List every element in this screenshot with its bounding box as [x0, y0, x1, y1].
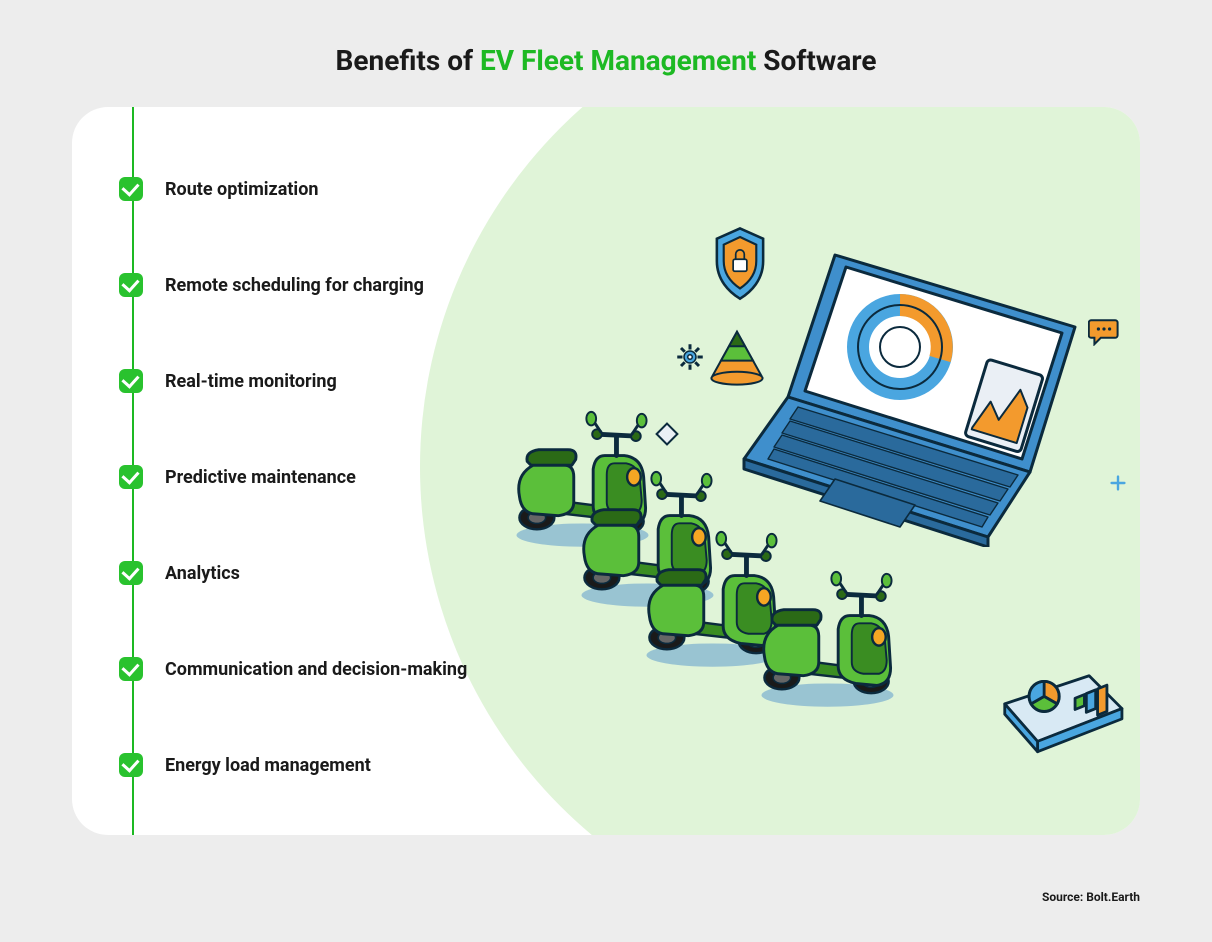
title-prefix: Benefits of [336, 44, 480, 77]
benefits-list: Route optimization Remote scheduling for… [119, 177, 467, 777]
check-icon [119, 465, 143, 489]
benefit-label: Remote scheduling for charging [165, 275, 424, 296]
plus-icon [1110, 475, 1126, 491]
benefit-label: Energy load management [165, 755, 371, 776]
list-item: Analytics [119, 561, 467, 585]
benefit-label: Real-time monitoring [165, 371, 337, 392]
check-icon [119, 561, 143, 585]
source-attribution: Source: Bolt.Earth [1042, 890, 1140, 904]
check-icon [119, 273, 143, 297]
laptop-icon [740, 247, 1120, 547]
check-icon [119, 657, 143, 681]
list-item: Real-time monitoring [119, 369, 467, 393]
benefit-label: Analytics [165, 563, 240, 584]
check-icon [119, 369, 143, 393]
list-item: Predictive maintenance [119, 465, 467, 489]
page-title: Benefits of EV Fleet Management Software [0, 0, 1212, 107]
title-suffix: Software [756, 44, 876, 77]
list-item: Communication and decision-making [119, 657, 467, 681]
phone-icon [986, 657, 1136, 770]
check-icon [119, 753, 143, 777]
benefit-label: Route optimization [165, 179, 318, 200]
gear-icon [675, 342, 705, 372]
scooter-icon [745, 567, 910, 713]
info-card: Route optimization Remote scheduling for… [72, 107, 1140, 835]
list-item: Energy load management [119, 753, 467, 777]
illustration [510, 197, 1130, 757]
shield-icon [710, 225, 770, 302]
list-item: Route optimization [119, 177, 467, 201]
pyramid-icon [705, 327, 769, 391]
title-highlight: EV Fleet Management [480, 44, 756, 77]
list-item: Remote scheduling for charging [119, 273, 467, 297]
check-icon [119, 177, 143, 201]
benefit-label: Communication and decision-making [165, 659, 467, 680]
benefit-label: Predictive maintenance [165, 467, 356, 488]
speech-bubble-icon [1088, 317, 1120, 346]
